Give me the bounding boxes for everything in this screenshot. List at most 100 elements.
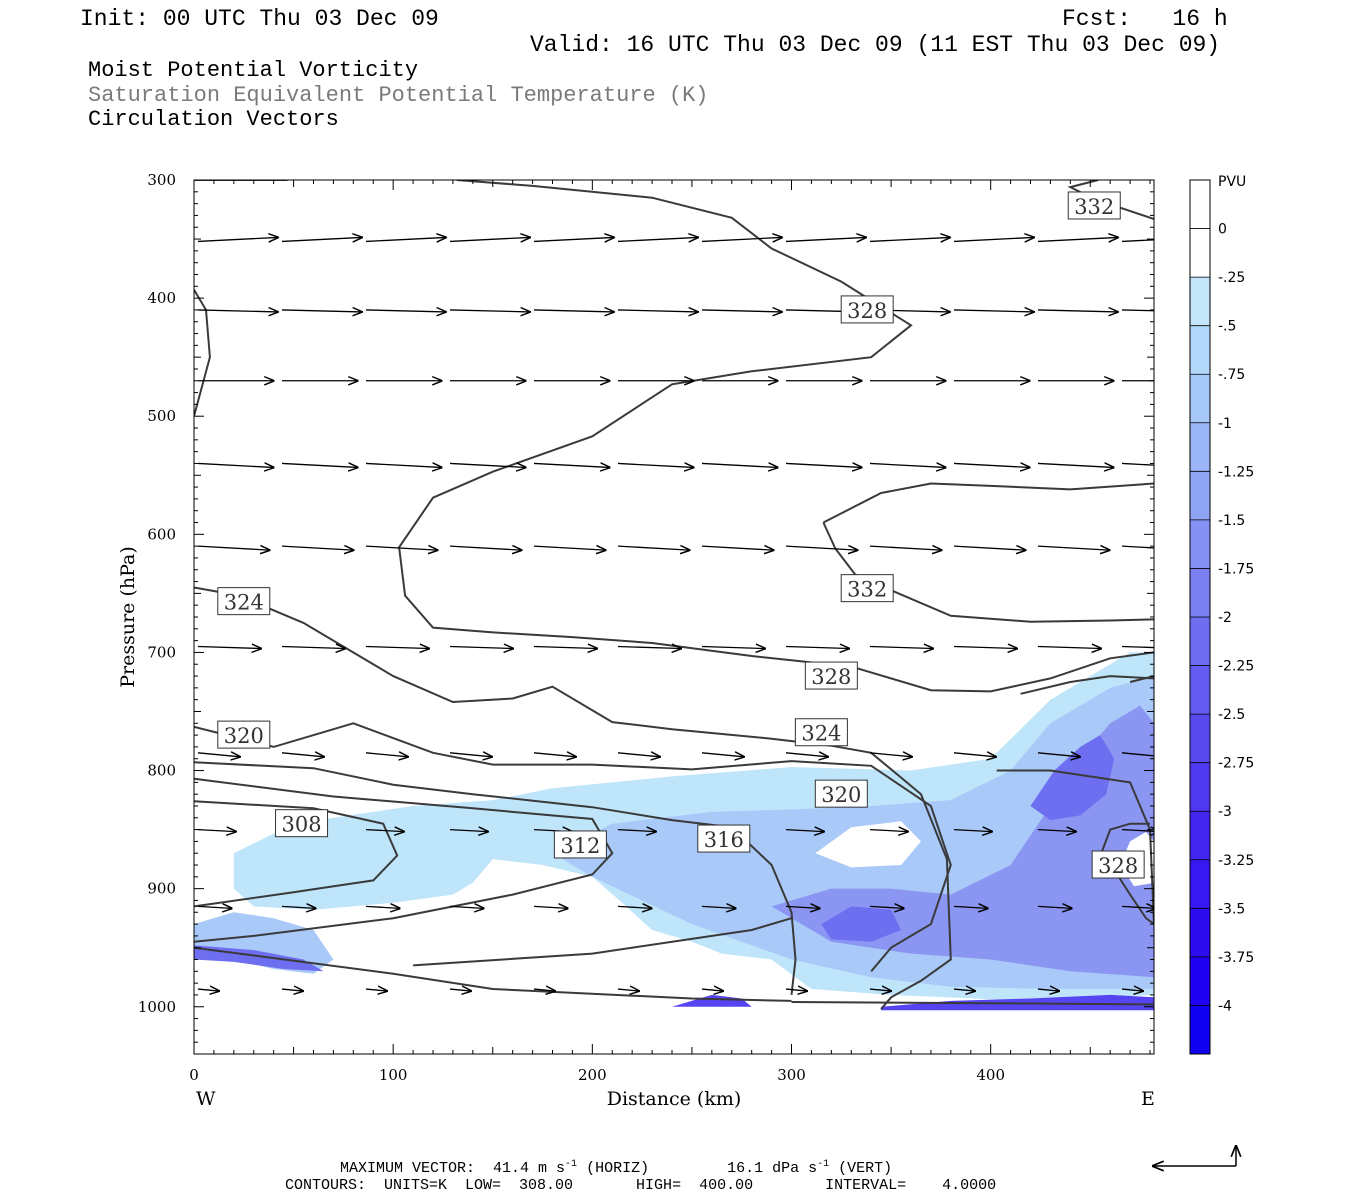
vector-9-1 <box>281 989 303 991</box>
colorbar-label-12: -3 <box>1218 804 1232 820</box>
contour-324-15 <box>194 289 211 417</box>
vector-4-8 <box>869 546 941 550</box>
vector-5-2 <box>365 647 429 649</box>
y-tick-label-700: 700 <box>147 643 176 661</box>
vector-6-4 <box>533 753 576 757</box>
colorbar-swatch-6 <box>1190 471 1210 521</box>
contour-label-0: 332 <box>1074 195 1114 219</box>
forecast-hour: Fcst: 16 h <box>1062 6 1228 32</box>
mpv-shading <box>194 652 1154 1011</box>
contour-labels: 332 328 332 324 328 324 320 320 308 316 312 328 <box>217 191 1145 879</box>
contour-320-7 <box>194 722 952 972</box>
max-vector-vert-unit: (VERT) <box>829 1160 893 1177</box>
vector-3-3 <box>449 463 526 467</box>
vector-7-3 <box>449 830 488 832</box>
contour-328-5 <box>1129 675 1154 683</box>
contour-label-10: 312 <box>560 834 600 858</box>
vector-4-4 <box>533 546 605 550</box>
colorbar-swatch-13 <box>1190 811 1210 861</box>
field-title-1: Moist Potential Vorticity <box>88 58 419 83</box>
vector-7-10 <box>1037 830 1076 832</box>
y-tick-label-600: 600 <box>147 525 176 543</box>
colorbar-label-9: -2.25 <box>1218 659 1254 675</box>
y-tick-label-300: 300 <box>147 171 176 189</box>
colorbar-swatch-1 <box>1190 228 1210 278</box>
vector-3-8 <box>869 463 946 467</box>
vector-1-6 <box>701 310 782 312</box>
vector-0-7 <box>785 237 866 241</box>
contour-label-box-10 <box>553 830 607 859</box>
vector-9-2 <box>365 989 387 991</box>
mpv-shade-region-9 <box>821 906 902 942</box>
vector-0-2 <box>365 237 446 241</box>
colorbar-swatch-3 <box>1190 325 1210 375</box>
vector-1-0 <box>197 310 278 312</box>
vector-9-10 <box>1037 989 1059 991</box>
colorbar-swatch-10 <box>1190 665 1210 715</box>
axes: 300 400 500 600 700 800 900 1000 0 100 200 300 400 <box>138 171 1154 1084</box>
colorbar: PVU 0 -.25 -.5 -.75 -1 -1.25 -1.5 -1.75 -2 -2.25 -2… <box>1189 174 1254 1055</box>
contour-label-3: 324 <box>224 591 264 615</box>
vector-8-0 <box>197 906 232 908</box>
colorbar-label-2: -.5 <box>1218 319 1236 335</box>
contour-label-box-11 <box>1091 850 1145 879</box>
reference-vector-icon <box>1153 1146 1236 1166</box>
contour-label-box-6 <box>217 720 271 749</box>
colorbar-label-6: -1.5 <box>1218 513 1245 529</box>
vector-4-10 <box>1037 546 1109 550</box>
field-title-2: Saturation Equivalent Potential Temperat… <box>88 83 709 108</box>
vector-8-10 <box>1037 906 1072 908</box>
vector-8-5 <box>617 906 652 908</box>
vector-5-5 <box>617 647 681 649</box>
vector-0-11 <box>1121 239 1154 243</box>
contour-label-box-8 <box>275 809 329 838</box>
x-tick-label-100: 100 <box>379 1066 408 1084</box>
contour-332-3 <box>822 482 1154 524</box>
vector-6-3 <box>449 753 492 757</box>
vector-6-7 <box>785 753 828 757</box>
vector-9-7 <box>785 989 807 991</box>
contour-label-4: 328 <box>811 665 851 689</box>
contour-324-14 <box>1020 675 1154 695</box>
contour-label-5: 324 <box>801 722 841 746</box>
y-tick-label-900: 900 <box>147 880 176 898</box>
max-vector-vert: 16.1 dPa s <box>727 1160 818 1177</box>
vector-8-6 <box>701 906 736 908</box>
vector-5-1 <box>281 647 345 649</box>
vector-3-10 <box>1037 463 1114 467</box>
colorbar-label-13: -3.25 <box>1218 853 1254 869</box>
contour-316-13 <box>791 1001 1154 1006</box>
vector-5-9 <box>953 647 1017 649</box>
vector-8-1 <box>281 906 316 908</box>
colorbar-label-4: -1 <box>1218 416 1232 432</box>
colorbar-swatch-16 <box>1190 956 1210 1006</box>
vector-6-5 <box>617 753 660 757</box>
vector-7-9 <box>953 830 992 832</box>
vector-9-4 <box>533 989 555 991</box>
vector-4-6 <box>701 546 773 550</box>
colorbar-swatch-14 <box>1190 859 1210 909</box>
max-vector-horiz-unit: (HORIZ) <box>577 1160 650 1177</box>
colorbar-swatch-4 <box>1190 374 1210 424</box>
vector-7-8 <box>869 830 908 832</box>
colorbar-label-11: -2.75 <box>1218 756 1254 772</box>
x-tick-label-0: 0 <box>189 1066 199 1084</box>
vector-6-0 <box>197 753 240 757</box>
vector-4-0 <box>197 546 269 550</box>
vector-4-3 <box>449 546 521 550</box>
contour-332-2 <box>822 522 1154 623</box>
colorbar-label-16: -4 <box>1218 998 1232 1014</box>
circulation-vectors <box>197 237 1154 991</box>
vector-5-6 <box>701 647 765 649</box>
vector-5-7 <box>785 647 849 649</box>
colorbar-swatch-0 <box>1190 180 1210 230</box>
vector-4-1 <box>281 546 353 550</box>
vector-9-6 <box>701 989 723 991</box>
theta-es-contours <box>194 180 1154 1010</box>
vector-6-1 <box>281 753 324 757</box>
mpv-shade-region-8 <box>1030 735 1115 821</box>
x-tick-label-200: 200 <box>578 1066 607 1084</box>
mpv-shade-region-11 <box>672 994 752 1007</box>
x-tick-label-400: 400 <box>976 1066 1005 1084</box>
vector-6-11 <box>1121 752 1154 757</box>
